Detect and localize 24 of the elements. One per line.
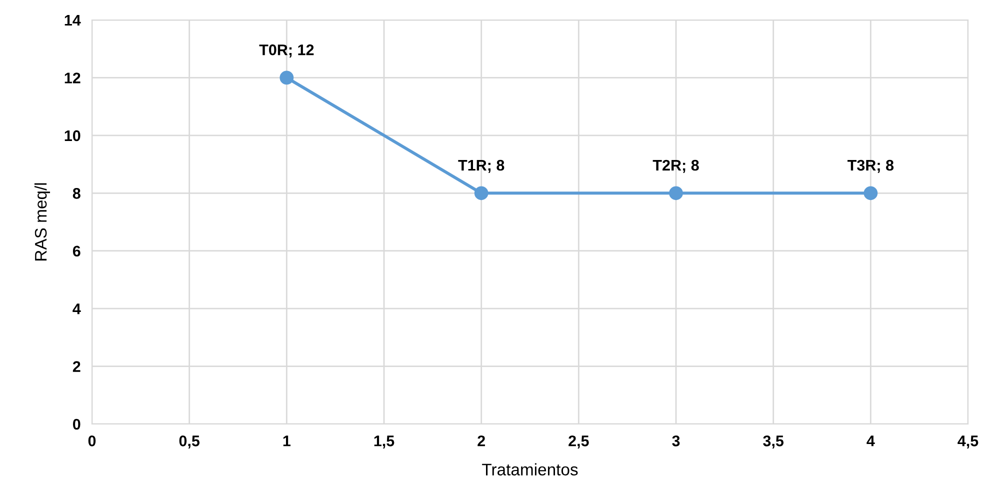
annotation: T0R; 12	[259, 44, 314, 58]
x-tick-label: 3	[672, 436, 680, 446]
x-tick-label: 0,5	[179, 436, 200, 449]
annotation: T1R; 8	[458, 160, 504, 173]
y-tick-label: 2	[72, 361, 80, 372]
y-tick-label: 0	[72, 418, 80, 430]
x-tick-label: 2,5	[568, 436, 589, 449]
x-tick-label: 2	[478, 436, 485, 446]
x-tick-label: 0	[88, 436, 96, 446]
y-tick-label: 8	[72, 188, 80, 199]
y-tick-label: 10	[64, 130, 80, 142]
y-axis-title: RAS meq/l	[34, 183, 50, 260]
x-tick-label: 4,5	[958, 436, 978, 449]
x-tick-label: 3,5	[763, 436, 784, 449]
y-tick-label: 14	[64, 15, 81, 26]
y-tick-label: 4	[72, 304, 81, 314]
annotation: T2R; 8	[652, 160, 699, 173]
annotation: T3R; 8	[847, 160, 894, 173]
x-tick-label: 1	[283, 436, 290, 446]
y-tick-label: 12	[64, 72, 80, 84]
x-tick-label: 4	[866, 436, 875, 446]
x-axis-title: Tratamientos	[482, 463, 578, 476]
x-tick-label: 1,5	[374, 436, 394, 449]
y-tick-label: 6	[72, 246, 80, 257]
